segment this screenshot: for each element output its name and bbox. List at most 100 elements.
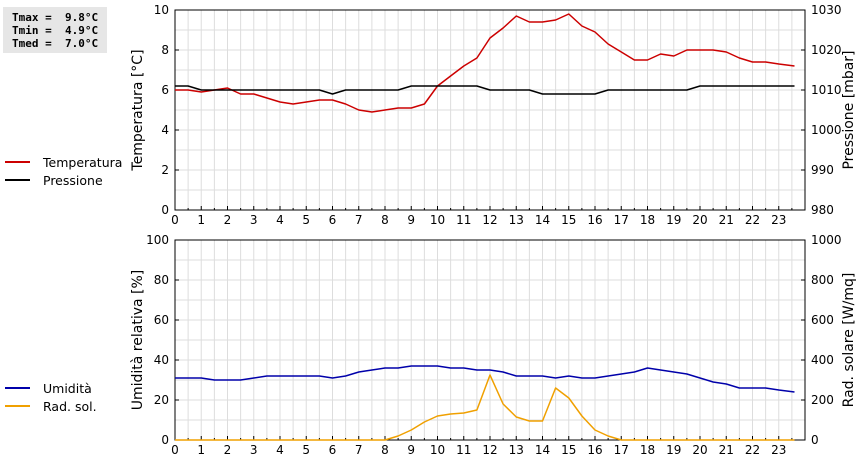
bottom-x-tick-label: 9 (407, 443, 415, 457)
bottom-right-tick-label: 200 (811, 393, 834, 407)
top-x-tick-label: 23 (771, 213, 786, 227)
bottom-x-tick-label: 22 (745, 443, 760, 457)
bottom-x-tick-label: 17 (614, 443, 629, 457)
top-right-tick-label: 1030 (811, 3, 842, 17)
top-left-axis-title: Temperatura [°C] (130, 49, 146, 171)
bottom-left-tick-label: 100 (146, 233, 169, 247)
top-x-tick-label: 16 (587, 213, 602, 227)
bottom-x-tick-label: 19 (666, 443, 681, 457)
bottom-series-1-line (175, 374, 795, 441)
top-x-tick-label: 19 (666, 213, 681, 227)
bottom-right-tick-label: 400 (811, 353, 834, 367)
top-left-tick-label: 0 (161, 203, 169, 217)
top-series-1-line (175, 85, 795, 95)
bottom-x-tick-label: 12 (482, 443, 497, 457)
bottom-right-tick-label: 800 (811, 273, 834, 287)
top-x-tick-label: 22 (745, 213, 760, 227)
bottom-left-tick-label: 20 (154, 393, 169, 407)
top-x-tick-label: 17 (614, 213, 629, 227)
top-right-tick-label: 980 (811, 203, 834, 217)
legend-label-temperatura: Temperatura (43, 154, 123, 170)
tmax-text: Tmax = 9.8°C (12, 11, 99, 24)
bottom-right-tick-label: 600 (811, 313, 834, 327)
bottom-left-tick-label: 0 (161, 433, 169, 447)
top-right-tick-label: 1020 (811, 43, 842, 57)
top-x-tick-label: 6 (329, 213, 337, 227)
tmin-text: Tmin = 4.9°C (12, 24, 99, 37)
bottom-series-0-line (175, 365, 795, 393)
bottom-left-tick-label: 80 (154, 273, 169, 287)
top-x-tick-label: 10 (430, 213, 445, 227)
bottom-right-axis-title: Rad. solare [W/mq] (841, 273, 857, 408)
bottom-x-tick-label: 3 (250, 443, 258, 457)
top-x-tick-label: 13 (509, 213, 524, 227)
tmed-text: Tmed = 7.0°C (12, 37, 99, 50)
bottom-x-tick-label: 21 (719, 443, 734, 457)
bottom-right-tick-label: 1000 (811, 233, 842, 247)
top-x-tick-label: 20 (692, 213, 707, 227)
legend-swatch-pressione (5, 179, 30, 181)
legend-swatch-radsol (5, 405, 30, 407)
bottom-x-tick-label: 13 (509, 443, 524, 457)
stats-box: Tmax = 9.8°C Tmin = 4.9°C Tmed = 7.0°C (3, 7, 107, 53)
legend-swatch-temperatura (5, 161, 30, 163)
top-right-tick-label: 990 (811, 163, 834, 177)
bottom-x-tick-label: 4 (276, 443, 284, 457)
legend-top: Temperatura Pressione (5, 153, 122, 189)
bottom-left-tick-label: 60 (154, 313, 169, 327)
legend-item-radsol: Rad. sol. (5, 397, 97, 415)
top-x-tick-label: 8 (381, 213, 389, 227)
bottom-x-tick-label: 7 (355, 443, 363, 457)
top-x-tick-label: 7 (355, 213, 363, 227)
top-x-tick-label: 4 (276, 213, 284, 227)
top-x-tick-label: 21 (719, 213, 734, 227)
bottom-x-tick-label: 1 (197, 443, 205, 457)
bottom-x-tick-label: 6 (329, 443, 337, 457)
top-right-tick-label: 1010 (811, 83, 842, 97)
legend-item-pressione: Pressione (5, 171, 122, 189)
bottom-x-tick-label: 5 (302, 443, 310, 457)
bottom-x-tick-label: 14 (535, 443, 550, 457)
legend-item-umidita: Umidità (5, 379, 97, 397)
top-series-0-line (175, 13, 795, 113)
bottom-x-tick-label: 2 (224, 443, 232, 457)
top-x-tick-label: 3 (250, 213, 258, 227)
bottom-x-tick-label: 11 (456, 443, 471, 457)
top-left-tick-label: 10 (154, 3, 169, 17)
bottom-x-tick-label: 0 (171, 443, 179, 457)
legend-bottom: Umidità Rad. sol. (5, 379, 97, 415)
top-x-tick-label: 9 (407, 213, 415, 227)
top-x-tick-label: 2 (224, 213, 232, 227)
top-x-tick-label: 15 (561, 213, 576, 227)
top-left-tick-label: 6 (161, 83, 169, 97)
top-chart: 0 1 2 3 4 5 6 7 8 9 10 11 12 13 14 15 16 17 18 19 20 21 22 2302… (130, 3, 857, 227)
top-x-tick-label: 5 (302, 213, 310, 227)
top-x-tick-label: 12 (482, 213, 497, 227)
legend-swatch-umidita (5, 387, 30, 389)
bottom-left-axis-title: Umidità relativa [%] (130, 270, 146, 411)
top-x-tick-label: 0 (171, 213, 179, 227)
bottom-chart: 0 1 2 3 4 5 6 7 8 9 10 11 12 13 14 15 16 17 18 19 20 21 22 2302… (130, 233, 857, 457)
bottom-x-tick-label: 20 (692, 443, 707, 457)
bottom-x-tick-label: 16 (587, 443, 602, 457)
top-left-tick-label: 8 (161, 43, 169, 57)
top-left-tick-label: 2 (161, 163, 169, 177)
top-x-tick-label: 11 (456, 213, 471, 227)
bottom-x-tick-label: 8 (381, 443, 389, 457)
top-right-tick-label: 1000 (811, 123, 842, 137)
bottom-right-tick-label: 0 (811, 433, 819, 447)
top-x-tick-label: 1 (197, 213, 205, 227)
bottom-x-tick-label: 18 (640, 443, 655, 457)
bottom-left-tick-label: 40 (154, 353, 169, 367)
top-left-tick-label: 4 (161, 123, 169, 137)
bottom-x-tick-label: 15 (561, 443, 576, 457)
top-right-axis-title: Pressione [mbar] (841, 50, 857, 169)
legend-label-pressione: Pressione (43, 172, 103, 188)
bottom-x-tick-label: 10 (430, 443, 445, 457)
legend-label-umidita: Umidità (43, 380, 92, 396)
top-x-tick-label: 14 (535, 213, 550, 227)
legend-label-radsol: Rad. sol. (43, 398, 97, 414)
bottom-x-tick-label: 23 (771, 443, 786, 457)
top-x-tick-label: 18 (640, 213, 655, 227)
